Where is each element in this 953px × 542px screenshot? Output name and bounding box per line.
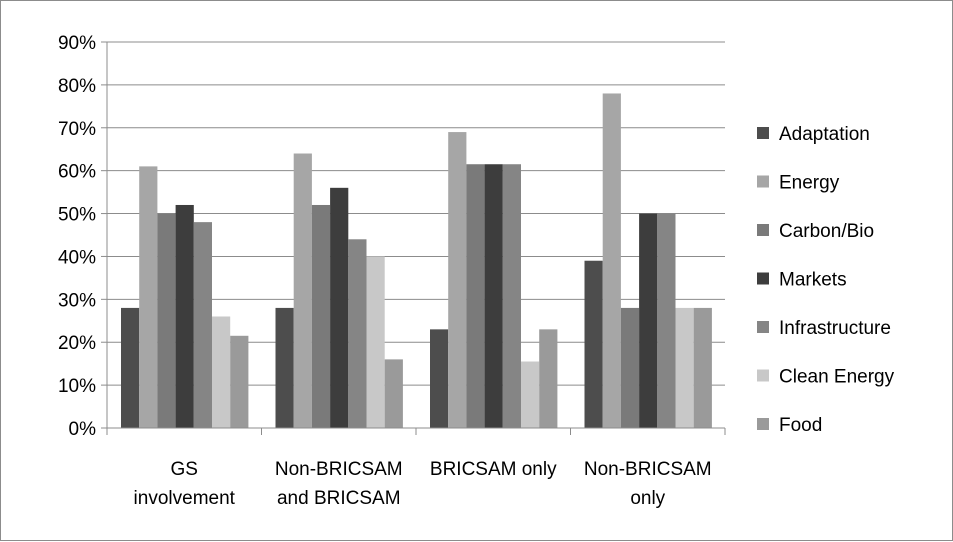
bar-energy-2: [293, 153, 312, 428]
y-axis-tick-labels: 0% 10% 20% 30% 40% 50% 60% 70% 80% 90%: [58, 33, 96, 440]
x-category-label: GS: [171, 459, 198, 480]
legend: Adaptation Energy Carbon/Bio Markets Infrast…: [757, 124, 895, 436]
legend-swatch: [757, 321, 769, 333]
bar-infrastructure-1: [193, 222, 212, 428]
bar-energy-3: [448, 132, 467, 429]
bar-markets-4: [639, 213, 658, 428]
legend-label: Energy: [779, 173, 840, 194]
legend-swatch: [757, 127, 769, 139]
bar-markets-2: [330, 187, 349, 428]
x-category-label: only: [630, 488, 665, 509]
bar-carbon-bio-1: [157, 213, 176, 428]
legend-swatch: [757, 224, 769, 236]
y-tick-label: 70%: [58, 119, 96, 140]
bar-clean-energy-1: [212, 316, 231, 428]
bar-energy-4: [602, 93, 621, 428]
bar-markets-1: [175, 204, 194, 428]
y-tick-label: 50%: [58, 205, 96, 226]
bar-energy-1: [139, 166, 158, 428]
bar-clean-energy-4: [675, 307, 694, 428]
bars: [121, 93, 712, 429]
bar-clean-energy-3: [521, 361, 540, 428]
bar-food-4: [693, 307, 712, 428]
bar-markets-3: [484, 164, 503, 428]
bar-clean-energy-2: [366, 256, 385, 428]
x-category-label: BRICSAM only: [430, 459, 557, 480]
legend-label: Food: [779, 415, 822, 436]
y-tick-label: 30%: [58, 290, 96, 311]
legend-swatch: [757, 175, 769, 188]
bar-infrastructure-2: [348, 239, 367, 428]
x-category-label: Non-BRICSAM: [584, 459, 712, 480]
bar-carbon-bio-2: [311, 204, 331, 428]
y-tick-label: 80%: [58, 76, 96, 97]
legend-label: Infrastructure: [779, 318, 891, 339]
y-tick-label: 90%: [58, 33, 96, 54]
legend-label: Clean Energy: [779, 367, 895, 388]
legend-label: Carbon/Bio: [779, 221, 874, 242]
legend-swatch: [757, 369, 769, 382]
x-category-label: involvement: [134, 488, 236, 509]
axes: [101, 41, 726, 435]
y-tick-label: 40%: [58, 247, 96, 268]
bar-adaptation-2: [275, 307, 294, 428]
legend-label: Markets: [779, 270, 847, 291]
legend-swatch: [757, 418, 769, 430]
bar-infrastructure-4: [657, 213, 676, 428]
y-tick-label: 20%: [58, 333, 96, 354]
bar-adaptation-1: [121, 307, 140, 428]
legend-label: Adaptation: [779, 124, 870, 145]
y-tick-label: 0%: [69, 419, 97, 440]
bar-adaptation-4: [584, 260, 603, 428]
bar-infrastructure-3: [502, 164, 521, 428]
x-category-label: and BRICSAM: [277, 488, 401, 509]
bar-adaptation-3: [430, 329, 449, 428]
y-tick-label: 10%: [58, 376, 96, 397]
x-axis-category-labels: GS involvement Non-BRICSAM and BRICSAM BRICS…: [134, 459, 712, 509]
bar-food-1: [230, 335, 249, 428]
legend-swatch: [757, 272, 769, 285]
x-category-label: Non-BRICSAM: [275, 459, 403, 480]
bar-carbon-bio-3: [466, 164, 485, 428]
bar-carbon-bio-4: [620, 307, 640, 428]
bar-food-2: [384, 359, 403, 428]
y-tick-label: 60%: [58, 162, 96, 183]
bar-food-3: [539, 329, 558, 428]
